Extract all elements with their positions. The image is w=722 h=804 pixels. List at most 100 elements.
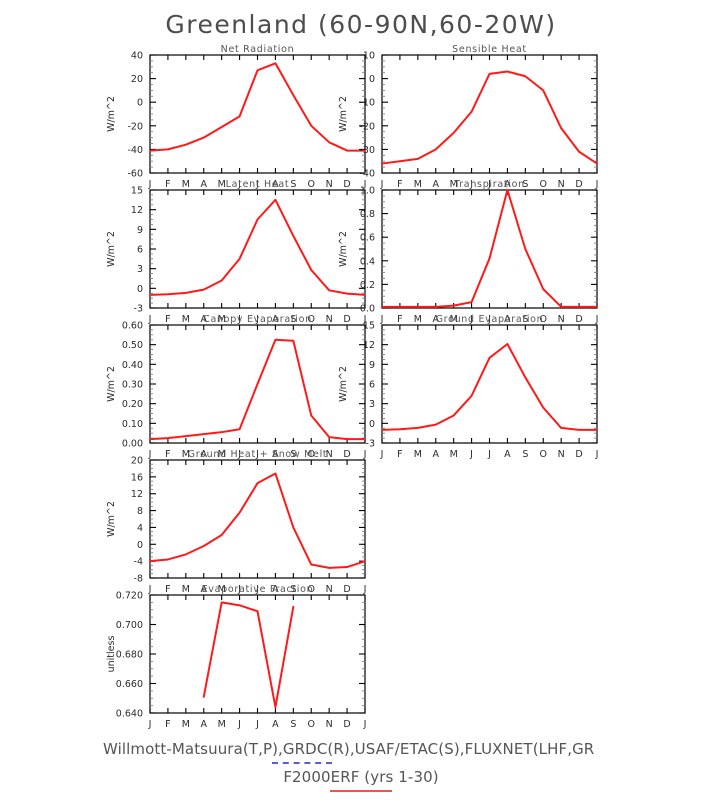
plot-frame	[381, 54, 598, 174]
y-axis-label: W/m^2	[106, 366, 117, 402]
x-tick-label: N	[326, 179, 333, 190]
y-tick-label: -8	[134, 574, 143, 585]
x-tick-label: J	[380, 314, 384, 325]
y-tick-label: 9	[137, 225, 143, 236]
data-series-line	[149, 62, 366, 152]
x-tick-label: M	[182, 314, 190, 325]
y-tick-label: 15	[363, 321, 375, 332]
x-tick-label: F	[165, 314, 170, 325]
y-tick-label: 12	[131, 205, 143, 216]
data-series-line	[149, 472, 366, 569]
x-tick-label: A	[433, 314, 440, 325]
x-tick-label: J	[148, 179, 152, 190]
data-series-line	[149, 198, 366, 296]
y-tick-label: 0.30	[122, 380, 143, 391]
panel-ground-heat-snow-melt: J F M A M J J A S O N D J -8 -4 0 4 8 12 16 20 Ground Heat + …	[102, 444, 377, 600]
x-tick-label: J	[148, 314, 152, 325]
x-tick-label: D	[343, 179, 350, 190]
x-tick-label: J	[469, 449, 473, 460]
y-tick-label: -10	[359, 98, 375, 109]
x-tick-label: J	[148, 719, 152, 730]
x-tick-label: J	[148, 584, 152, 595]
x-tick-label: M	[218, 719, 226, 730]
x-tick-label: O	[308, 584, 315, 595]
x-tick-label: F	[397, 314, 402, 325]
y-tick-label: 1.0	[360, 186, 375, 197]
x-tick-label: A	[201, 179, 208, 190]
panel-sensible-heat: J F M A M J J A S O N D J -40 -30 -20 -10 0 10 Sensible Hea…	[334, 39, 609, 195]
data-series-line	[202, 601, 295, 709]
x-tick-label: J	[255, 314, 259, 325]
y-tick-label: 0.00	[122, 439, 143, 450]
x-tick-label: J	[255, 719, 259, 730]
x-tick-label: J	[469, 314, 473, 325]
x-tick-label: J	[237, 719, 241, 730]
x-tick-label: J	[380, 449, 384, 460]
x-tick-label: A	[201, 719, 208, 730]
panel-title: Evaporative Fraction	[202, 584, 314, 595]
x-tick-label: S	[522, 179, 528, 190]
y-tick-label: -40	[359, 169, 375, 180]
x-tick-label: N	[558, 449, 565, 460]
panel-title: Sensible Heat	[452, 44, 527, 55]
x-tick-label: J	[487, 449, 491, 460]
x-tick-label: J	[363, 719, 367, 730]
x-tick-label: J	[380, 179, 384, 190]
y-tick-label: 3	[137, 264, 143, 275]
y-tick-label: 9	[369, 360, 375, 371]
x-tick-label: S	[522, 449, 528, 460]
x-tick-label: J	[363, 449, 367, 460]
x-tick-label: D	[343, 584, 350, 595]
y-tick-label: 3	[369, 399, 375, 410]
x-tick-label: A	[201, 314, 208, 325]
panel-canopy-evaporation: J F M A M J J A S O N D J 0.00 0.10 0.20 0.30 0.40 0.50 0.6…	[102, 309, 377, 465]
x-tick-label: J	[255, 449, 259, 460]
data-series-line	[381, 343, 598, 431]
panel-title: Ground Evaporation	[436, 314, 544, 325]
y-axis-label: unitless	[106, 636, 117, 673]
x-tick-label: A	[433, 449, 440, 460]
y-tick-label: 10	[363, 51, 375, 62]
y-axis-label: W/m^2	[338, 96, 349, 132]
y-axis-label: W/m^2	[106, 231, 117, 267]
x-tick-label: M	[182, 719, 190, 730]
x-tick-label: J	[595, 314, 599, 325]
y-tick-label: 0	[137, 284, 143, 295]
y-tick-label: 12	[363, 340, 375, 351]
y-tick-label: 4	[137, 523, 143, 534]
x-tick-label: J	[363, 584, 367, 595]
x-tick-label: A	[272, 314, 279, 325]
caption-line-1: Willmott-Matsuura(T,P),GRDC(R),USAF/ETAC…	[103, 740, 595, 758]
y-tick-label: 0.700	[116, 620, 143, 631]
x-tick-label: A	[433, 179, 440, 190]
x-tick-label: M	[450, 449, 458, 460]
y-tick-label: 0.680	[116, 650, 143, 661]
panel-evaporative-fraction: J F M A M J J A S O N D J 0.640 0.660 0.680 0.700 0.720 Ev…	[102, 579, 377, 735]
y-tick-label: 20	[131, 74, 143, 85]
y-tick-label: 0.8	[360, 209, 375, 220]
x-tick-label: A	[504, 449, 511, 460]
y-tick-label: 0.660	[116, 679, 143, 690]
y-tick-label: 0.720	[116, 591, 143, 602]
y-tick-label: -20	[127, 121, 143, 132]
x-tick-label: S	[522, 314, 528, 325]
y-tick-label: 0.4	[360, 256, 375, 267]
y-tick-label: 0.10	[122, 419, 143, 430]
x-tick-label: M	[414, 179, 422, 190]
x-tick-label: A	[201, 584, 208, 595]
y-tick-label: 8	[137, 506, 143, 517]
x-tick-label: N	[326, 719, 333, 730]
y-tick-label: -4	[134, 557, 143, 568]
x-tick-label: A	[272, 179, 279, 190]
y-axis-label: W/m^2	[338, 231, 349, 267]
panel-title: Canopy Evaporation	[203, 314, 312, 325]
x-tick-label: D	[343, 719, 350, 730]
panel-latent-heat: J F M A M J J A S O N D J -3 0 3 6 9 12 15 Latent Heat W/m^2	[102, 174, 377, 330]
x-tick-label: S	[290, 179, 296, 190]
y-tick-label: 20	[131, 456, 143, 467]
x-tick-label: J	[595, 179, 599, 190]
x-tick-label: J	[237, 314, 241, 325]
x-tick-label: D	[575, 314, 582, 325]
y-tick-label: 0.60	[122, 321, 143, 332]
x-tick-label: S	[290, 449, 296, 460]
